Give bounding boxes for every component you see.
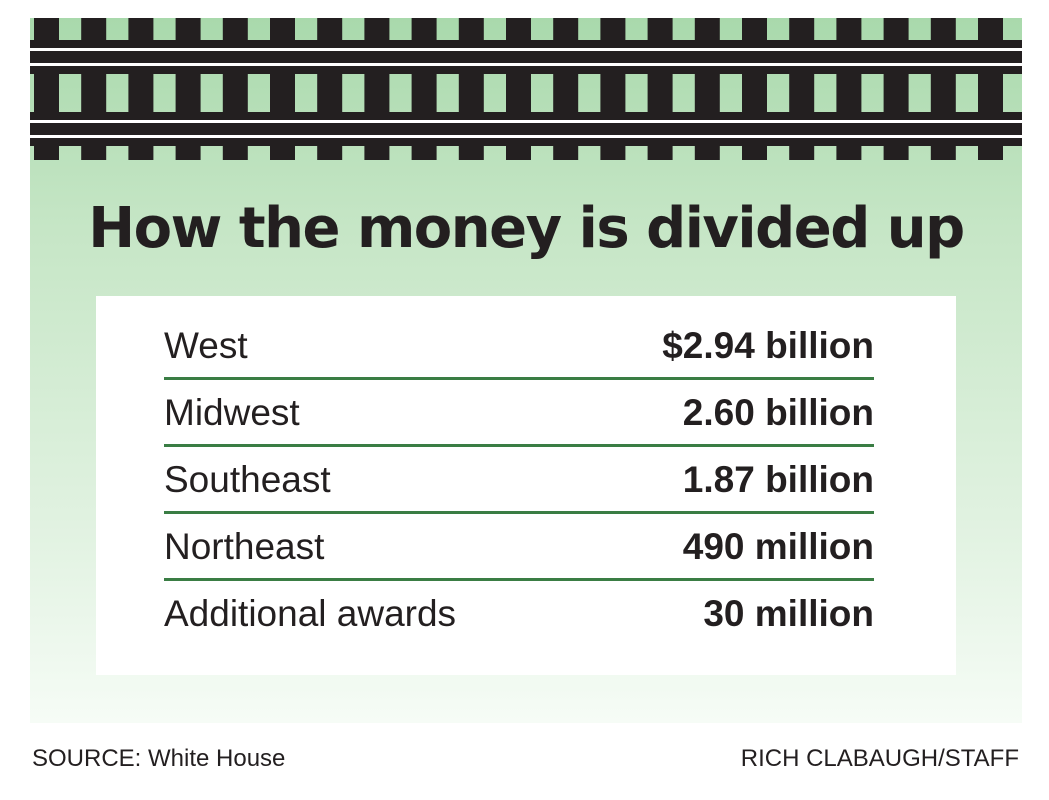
table-row: Northeast 490 million [164, 515, 874, 579]
table-row: West $2.94 billion [164, 314, 874, 378]
page-title: How the money is divided up [88, 196, 965, 261]
amount-value: 30 million [703, 593, 874, 634]
amount-value: 1.87 billion [682, 459, 874, 500]
rail-highlight [30, 120, 1022, 123]
amount-value: 2.60 billion [682, 392, 874, 433]
row-divider [164, 511, 874, 514]
source-note: SOURCE: White House [32, 745, 286, 772]
region-label: West [164, 325, 248, 366]
row-divider [164, 377, 874, 380]
row-divider [164, 444, 874, 447]
railroad-rail [30, 40, 1022, 74]
region-label: Additional awards [164, 593, 457, 634]
row-divider [164, 578, 874, 581]
table-row: Southeast 1.87 billion [164, 448, 874, 512]
data-table: West $2.94 billion Midwest 2.60 billion Sout… [96, 296, 956, 675]
rail-highlight [30, 135, 1022, 138]
railroad-rail [30, 112, 1022, 146]
region-label: Midwest [164, 392, 300, 433]
rail-highlight [30, 48, 1022, 51]
table-row: Midwest 2.60 billion [164, 381, 874, 445]
amount-value: 490 million [682, 526, 874, 567]
credit-note: RICH CLABAUGH/STAFF [740, 745, 1019, 772]
rail-highlight [30, 63, 1022, 66]
railroad-track-icon [30, 18, 1022, 160]
region-label: Southeast [164, 459, 331, 500]
amount-value: $2.94 billion [662, 325, 874, 366]
table-row: Additional awards 30 million [164, 582, 874, 646]
region-label: Northeast [164, 526, 325, 567]
